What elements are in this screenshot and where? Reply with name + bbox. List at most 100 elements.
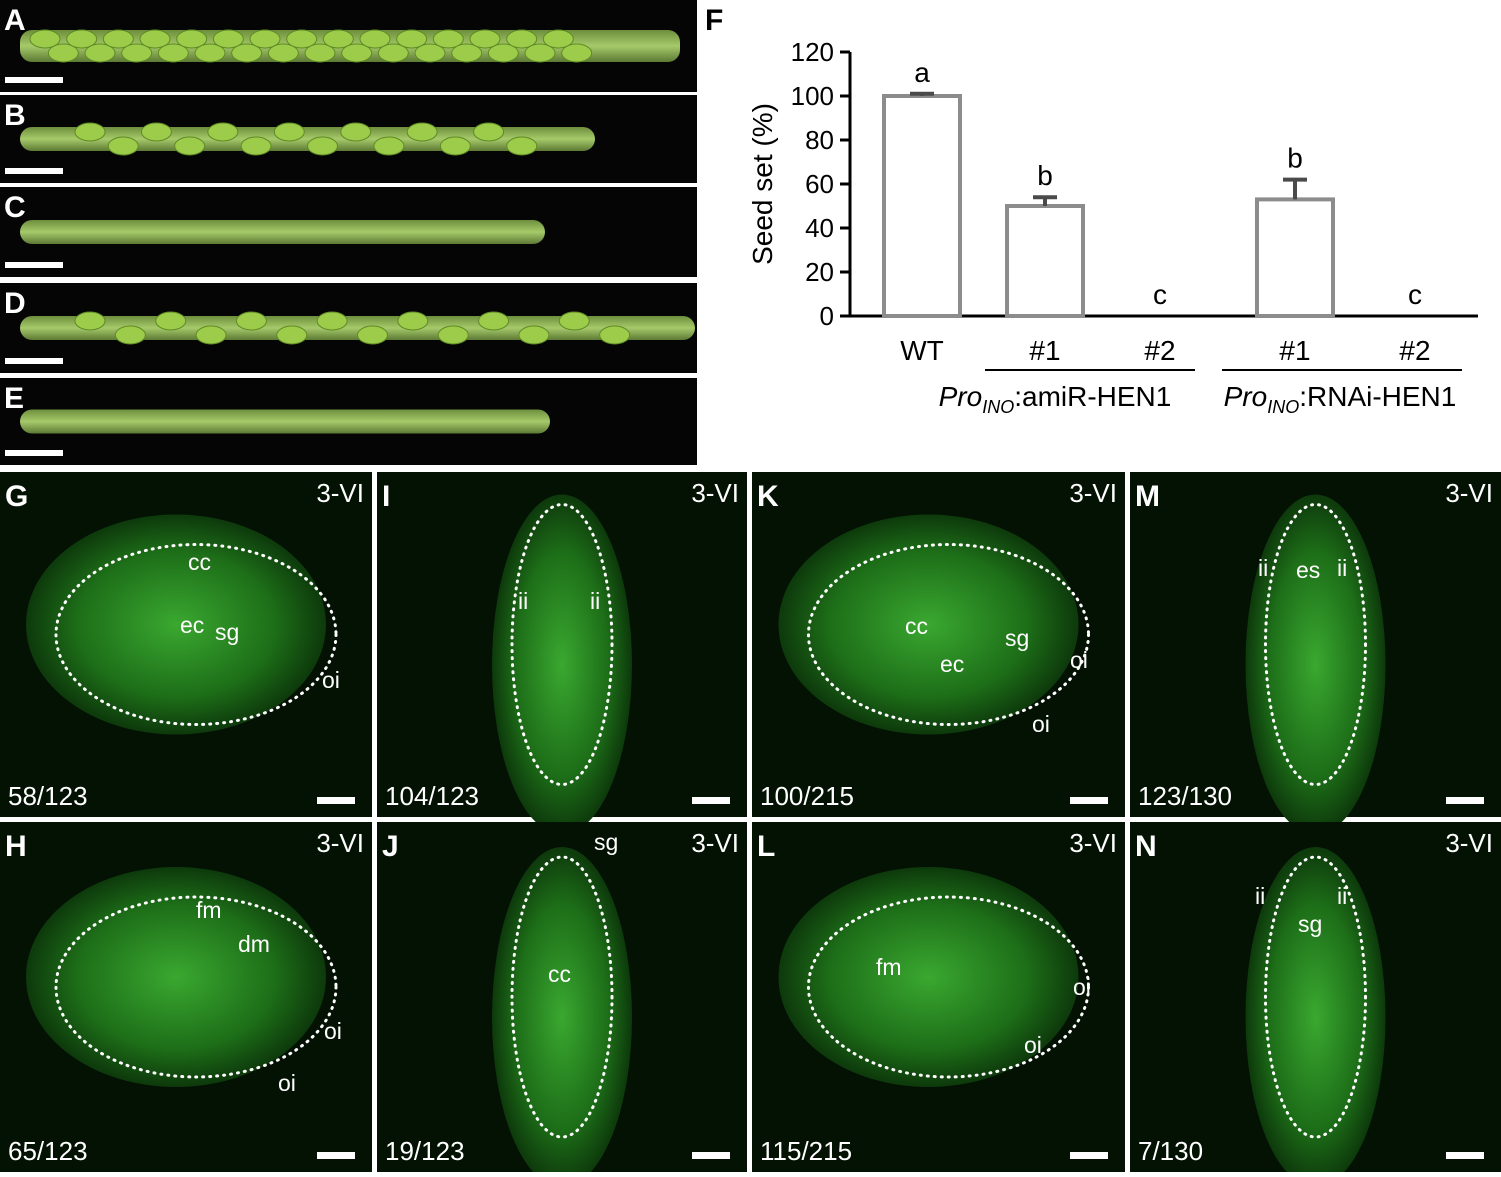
seed <box>66 29 98 49</box>
seed <box>524 43 556 63</box>
x-tick-label: #1 <box>1029 335 1060 366</box>
bar <box>1255 197 1335 318</box>
panel-letter: A <box>4 4 26 37</box>
structure-label: oi <box>324 1018 342 1044</box>
seed <box>432 29 464 49</box>
structure-label: oi <box>1073 974 1091 1000</box>
scale-bar <box>5 262 63 268</box>
count-label: 65/123 <box>8 1136 88 1166</box>
structure-label: dm <box>238 931 270 957</box>
seed <box>107 136 139 156</box>
seed <box>74 122 106 142</box>
group-italic: Pro <box>1224 381 1268 412</box>
scale-bar <box>317 797 355 804</box>
stage-label: 3-VI <box>1069 828 1117 858</box>
y-tick-label: 0 <box>820 301 834 331</box>
outline <box>510 855 614 1139</box>
structure-label: oi <box>1070 647 1088 673</box>
outline <box>1264 855 1367 1139</box>
seed <box>406 122 438 142</box>
seed <box>304 43 336 63</box>
structure-label: es <box>1296 557 1320 583</box>
structure-label: ii <box>1337 555 1347 581</box>
structure-label: fm <box>196 897 222 923</box>
seed <box>506 29 538 49</box>
outline <box>807 543 1090 726</box>
ovule <box>778 514 1079 735</box>
panel-letter: G <box>5 480 28 513</box>
ovule <box>1245 494 1386 835</box>
panel-letter: B <box>4 99 26 132</box>
structure-label: ec <box>940 651 964 677</box>
outline <box>54 543 338 726</box>
group-text: :RNAi-HEN1 <box>1299 381 1456 412</box>
seed <box>316 311 348 331</box>
scale-bar <box>692 797 730 804</box>
seed <box>439 136 471 156</box>
seed <box>307 136 338 156</box>
seed <box>74 311 106 331</box>
panel-letter: H <box>5 830 27 863</box>
panel-letter: I <box>382 480 390 513</box>
seed <box>340 122 372 142</box>
structure-label: ec <box>180 612 204 638</box>
scale-bar <box>692 1152 730 1159</box>
count-label: 115/215 <box>760 1136 852 1166</box>
x-tick-label: #2 <box>1144 335 1175 366</box>
seed <box>558 311 590 331</box>
seed <box>373 136 405 156</box>
scale-bar <box>1070 797 1108 804</box>
group-label: ProINO:RNAi-HEN1 <box>1224 381 1457 417</box>
seed <box>102 29 134 49</box>
ovule <box>26 867 326 1087</box>
seed <box>155 311 187 331</box>
seed <box>195 325 227 345</box>
x-tick-label: #1 <box>1279 335 1310 366</box>
panel-letter: J <box>382 830 399 863</box>
bar <box>1005 204 1085 318</box>
seed <box>176 29 208 49</box>
seed <box>561 43 593 63</box>
y-tick-label: 20 <box>805 257 834 287</box>
structure-label: oi <box>1024 1032 1042 1058</box>
count-label: 104/123 <box>385 781 479 811</box>
seed <box>235 311 267 331</box>
scale-bar <box>5 450 63 456</box>
y-tick-label: 120 <box>791 37 834 67</box>
x-tick-label: WT <box>900 335 944 366</box>
panel-letter: E <box>4 382 24 415</box>
seed <box>47 43 79 63</box>
stage-label: 3-VI <box>316 478 364 508</box>
panel-letter: C <box>4 191 26 224</box>
outline <box>54 895 338 1079</box>
seed <box>414 43 446 63</box>
structure-label: sg <box>215 619 239 645</box>
significance-letter: c <box>1153 279 1167 310</box>
stage-label: 3-VI <box>691 828 739 858</box>
seed <box>322 29 354 49</box>
scale-bar <box>5 77 63 83</box>
count-label: 58/123 <box>8 781 88 811</box>
ovule <box>26 514 326 735</box>
stage-label: 3-VI <box>1069 478 1117 508</box>
scale-bar <box>1446 1152 1484 1159</box>
y-tick-label: 100 <box>791 81 834 111</box>
significance-letter: b <box>1287 143 1303 174</box>
seed <box>341 43 373 63</box>
group-italic: Pro <box>939 381 983 412</box>
seed <box>473 122 505 142</box>
stage-label: 3-VI <box>1445 478 1493 508</box>
outline <box>510 503 614 786</box>
scale-bar <box>5 168 63 174</box>
group-text: :amiR-HEN1 <box>1014 381 1171 412</box>
structure-label: oi <box>1032 711 1050 737</box>
seed <box>437 325 469 345</box>
silique <box>20 409 550 434</box>
scale-bar <box>317 1152 355 1159</box>
seed <box>174 136 206 156</box>
seed <box>286 29 318 49</box>
seed <box>276 325 308 345</box>
outline <box>807 895 1090 1079</box>
count-label: 100/215 <box>760 781 854 811</box>
